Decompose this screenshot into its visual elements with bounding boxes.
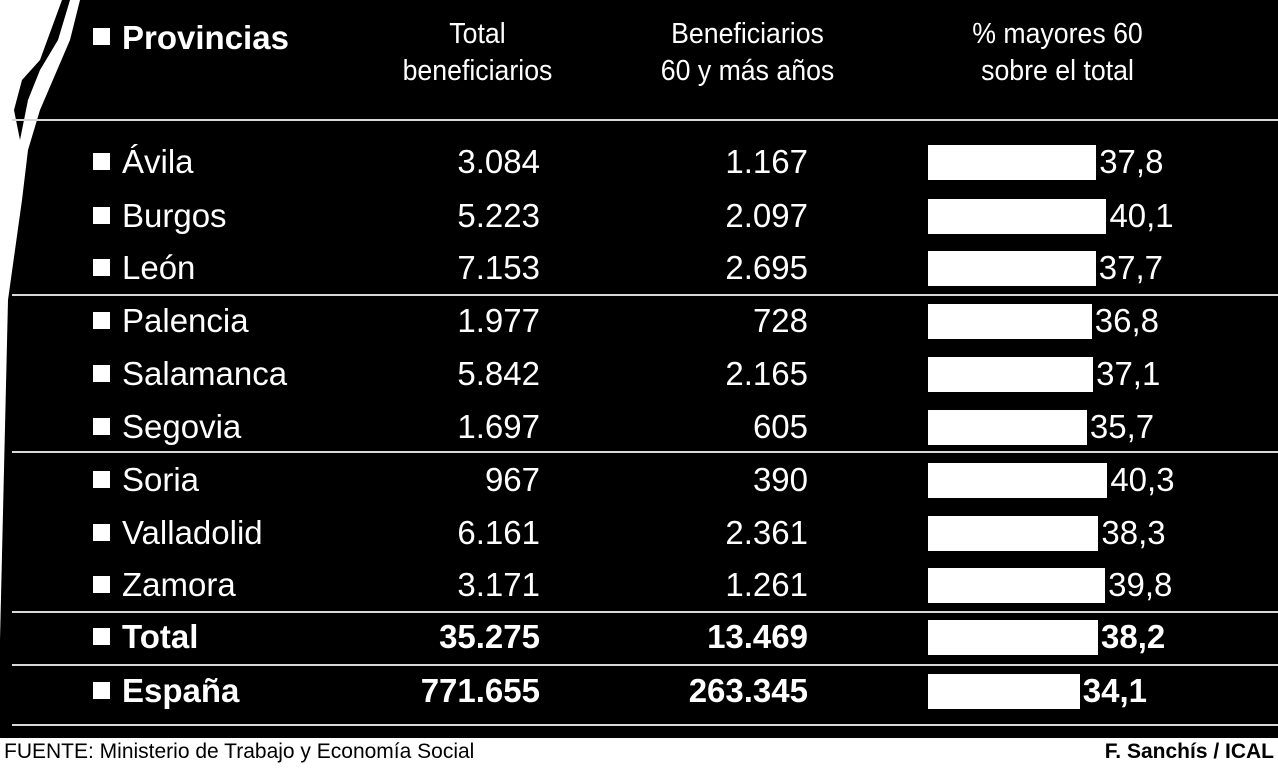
header-total-line2: beneficiarios — [402, 55, 553, 87]
row-over60: 13.469 — [707, 618, 808, 655]
row-total: 3.171 — [457, 566, 540, 603]
pct-bar — [928, 516, 1099, 551]
row-over60: 2.361 — [725, 514, 808, 551]
pct-bar — [928, 674, 1080, 709]
pct-label: 37,1 — [1096, 355, 1161, 392]
header-pct: % mayores 60 sobre el total — [940, 16, 1175, 90]
source-note: FUENTE: Ministerio de Trabajo y Economía… — [4, 740, 475, 763]
bullet-icon — [93, 682, 110, 699]
row-name: España — [122, 672, 240, 709]
header-over60-line1: Beneficiarios — [671, 18, 824, 50]
row-total: 1.697 — [457, 408, 540, 445]
row-over60: 1.261 — [725, 566, 808, 603]
bullet-icon — [93, 576, 110, 593]
pct-label: 40,1 — [1109, 197, 1174, 234]
bullet-icon — [93, 524, 110, 541]
row-over60: 2.695 — [725, 249, 808, 286]
pct-bar — [928, 304, 1092, 339]
header-pct-line1: % mayores 60 — [972, 18, 1143, 50]
footer: FUENTE: Ministerio de Trabajo y Economía… — [0, 738, 1278, 771]
pct-label: 35,7 — [1089, 408, 1155, 445]
row-over60: 263.345 — [688, 672, 808, 709]
header-total: Total beneficiarios — [379, 16, 577, 90]
credit: F. Sanchís / ICAL — [1104, 740, 1274, 763]
header-provinces: Provincias — [122, 19, 289, 56]
row-name: Soria — [122, 461, 200, 498]
pct-label: 36,8 — [1094, 302, 1159, 339]
row-over60: 2.165 — [725, 355, 808, 392]
table-background — [0, 0, 1278, 738]
row-name: Ávila — [122, 143, 194, 180]
row-total: 1.977 — [457, 302, 540, 339]
row-total: 7.153 — [457, 249, 540, 286]
row-name: Total — [122, 618, 199, 655]
divider — [12, 664, 1278, 666]
bullet-icon — [93, 207, 110, 224]
pct-label: 37,7 — [1098, 249, 1163, 286]
row-name: Zamora — [122, 566, 236, 603]
row-total: 3.084 — [457, 143, 540, 180]
pct-label: 38,3 — [1101, 514, 1166, 551]
pct-bar — [928, 410, 1087, 445]
row-name: Salamanca — [122, 355, 288, 392]
bullet-icon — [93, 471, 110, 488]
header-pct-line2: sobre el total — [981, 55, 1134, 87]
header-total-line1: Total — [449, 18, 506, 50]
pct-label: 37,8 — [1099, 143, 1164, 180]
row-name: Valladolid — [122, 514, 263, 551]
pct-label: 38,2 — [1100, 618, 1166, 655]
pct-bar — [928, 251, 1096, 286]
pct-bar — [928, 568, 1106, 603]
row-total: 6.161 — [457, 514, 540, 551]
bullet-icon — [93, 28, 110, 45]
bullet-icon — [93, 259, 110, 276]
bullet-icon — [93, 418, 110, 435]
divider — [12, 451, 1278, 453]
row-name: León — [122, 249, 196, 286]
divider — [12, 119, 1278, 121]
row-over60: 2.097 — [725, 197, 808, 234]
header-over60: Beneficiarios 60 y más años — [630, 16, 865, 90]
bullet-icon — [93, 365, 110, 382]
divider — [12, 294, 1278, 296]
pct-bar — [928, 357, 1094, 392]
row-over60: 605 — [752, 408, 808, 445]
row-over60: 390 — [752, 461, 808, 498]
row-name: Segovia — [122, 408, 242, 445]
bullet-icon — [93, 153, 110, 170]
divider — [12, 724, 1278, 726]
pct-bar — [928, 145, 1097, 180]
pct-bar — [928, 463, 1108, 498]
row-over60: 1.167 — [725, 143, 808, 180]
pct-bar — [928, 620, 1098, 655]
row-total: 967 — [484, 461, 540, 498]
bullet-icon — [93, 628, 110, 645]
pct-label: 34,1 — [1082, 672, 1147, 709]
row-total: 771.655 — [420, 672, 540, 709]
pct-label: 39,8 — [1108, 566, 1173, 603]
row-total: 35.275 — [439, 618, 540, 655]
bullet-icon — [93, 312, 110, 329]
divider — [12, 611, 1278, 613]
pct-label: 40,3 — [1110, 461, 1175, 498]
row-name: Palencia — [122, 302, 249, 339]
row-over60: 728 — [752, 302, 808, 339]
header-over60-line2: 60 y más años — [660, 55, 835, 87]
row-total: 5.223 — [457, 197, 540, 234]
row-total: 5.842 — [457, 355, 540, 392]
pct-bar — [928, 199, 1107, 234]
row-name: Burgos — [122, 197, 227, 234]
